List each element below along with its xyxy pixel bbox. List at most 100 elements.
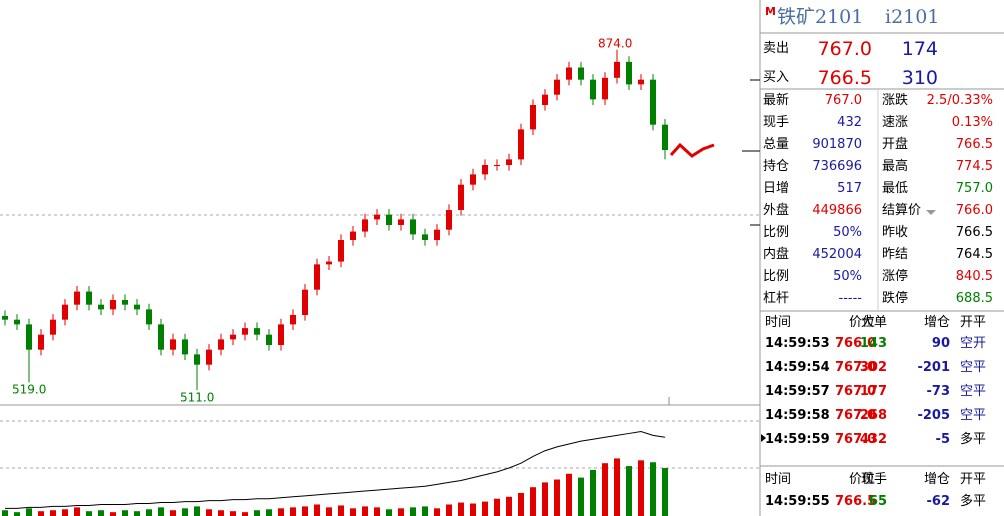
stat-value: 50%: [833, 225, 862, 240]
candle-body: [590, 79, 596, 100]
candle-body: [218, 339, 224, 350]
table-cell: -205: [917, 408, 950, 423]
row-marker: [761, 434, 766, 442]
candle-body: [458, 184, 464, 210]
stat-value: 517: [837, 181, 862, 196]
candle-body: [134, 304, 140, 310]
stat-label: 开盘: [882, 137, 909, 152]
table-cell: 14:59:54: [765, 360, 830, 375]
volume-bar: [314, 504, 320, 516]
volume-bar: [614, 458, 620, 516]
volume-bar: [554, 479, 560, 516]
candle-body: [302, 289, 308, 315]
volume-bar: [134, 511, 140, 516]
volume-bar: [518, 492, 524, 516]
quote-label: 买入: [763, 70, 790, 85]
volume-bar: [170, 510, 176, 516]
stat-value: 766.0: [955, 203, 993, 218]
stat-value: 736696: [812, 159, 862, 174]
table-cell: 90: [931, 336, 950, 351]
quote-label: 卖出: [763, 41, 790, 56]
volume-bar: [458, 502, 464, 516]
stat-value: 449866: [812, 203, 862, 218]
candle-body: [242, 328, 248, 335]
candle-body: [578, 67, 584, 80]
table-header: 时间: [765, 315, 792, 330]
stat-value: 766.5: [955, 137, 993, 152]
stat-label: 涨停: [882, 269, 909, 284]
stat-label: 现手: [763, 115, 790, 130]
stat-value: 2.5/0.33%: [926, 93, 993, 108]
table-cell: 766.0: [835, 336, 877, 351]
table-header: 开平: [960, 472, 987, 487]
table-cell: 空平: [960, 384, 987, 399]
table-cell: 空开: [960, 336, 987, 351]
candle-body: [602, 77, 608, 100]
volume-bar: [242, 512, 248, 516]
candle-body: [662, 124, 668, 150]
candle-body: [26, 324, 32, 350]
table-header: 增仓: [923, 315, 950, 330]
candle-body: [506, 159, 512, 165]
candle-body: [314, 264, 320, 290]
table-header: 开平: [960, 315, 987, 330]
volume-bar: [494, 498, 500, 516]
volume-bar: [146, 509, 152, 516]
candle-body: [650, 79, 656, 125]
candle-body: [374, 214, 380, 220]
candle-body: [110, 300, 116, 310]
table-cell: 空平: [960, 360, 987, 375]
table-cell: 14:59:55: [765, 494, 830, 509]
candle-body: [230, 334, 236, 340]
candle-body: [2, 315, 8, 320]
table-cell: 空平: [960, 408, 987, 423]
table-header: 大单: [860, 315, 887, 330]
candle-body: [38, 334, 44, 350]
stat-value: 0.13%: [951, 115, 993, 130]
volume-bar: [194, 506, 200, 516]
quote-volume: 174: [901, 38, 938, 60]
volume-bar: [362, 506, 368, 516]
candle-body: [626, 61, 632, 85]
candle-body: [182, 339, 188, 355]
table-cell: -5: [935, 432, 950, 447]
quote-price: 766.5: [817, 67, 872, 89]
candle-body: [638, 79, 644, 85]
candle-body: [194, 354, 200, 365]
volume-bar: [50, 510, 56, 516]
volume-bar: [26, 508, 32, 516]
candle-body: [122, 300, 128, 305]
table-cell: 767.0: [835, 384, 877, 399]
stat-label: 速涨: [882, 115, 909, 130]
annotation: 874.0: [598, 37, 632, 51]
volume-bar: [38, 511, 44, 516]
stat-value: 840.5: [955, 269, 993, 284]
stat-label: 日增: [763, 181, 790, 196]
stat-value: -----: [838, 291, 862, 306]
stat-value: 50%: [833, 269, 862, 284]
volume-bar: [434, 508, 440, 516]
volume-bar: [530, 487, 536, 516]
stat-label: 比例: [763, 225, 790, 240]
table-cell: 432: [859, 432, 887, 447]
candle-body: [554, 79, 560, 95]
stat-value: 901870: [812, 137, 862, 152]
table-cell: -201: [917, 360, 950, 375]
candle-body: [530, 105, 536, 130]
volume-bar: [302, 506, 308, 516]
dropdown[interactable]: [926, 210, 936, 215]
stat-label: 内盘: [763, 247, 790, 262]
stat-label: 昨结: [882, 247, 909, 262]
table-cell: 177: [859, 384, 887, 399]
candle-body: [350, 231, 356, 240]
candle-body: [290, 315, 296, 325]
stat-label: 最新: [763, 93, 790, 108]
candle-body: [518, 129, 524, 160]
candle-body: [50, 319, 56, 335]
candle-body: [266, 334, 272, 345]
volume-bar: [98, 510, 104, 516]
stat-value: 688.5: [955, 291, 993, 306]
candle-body: [206, 349, 212, 365]
stat-label: 最高: [882, 159, 909, 174]
